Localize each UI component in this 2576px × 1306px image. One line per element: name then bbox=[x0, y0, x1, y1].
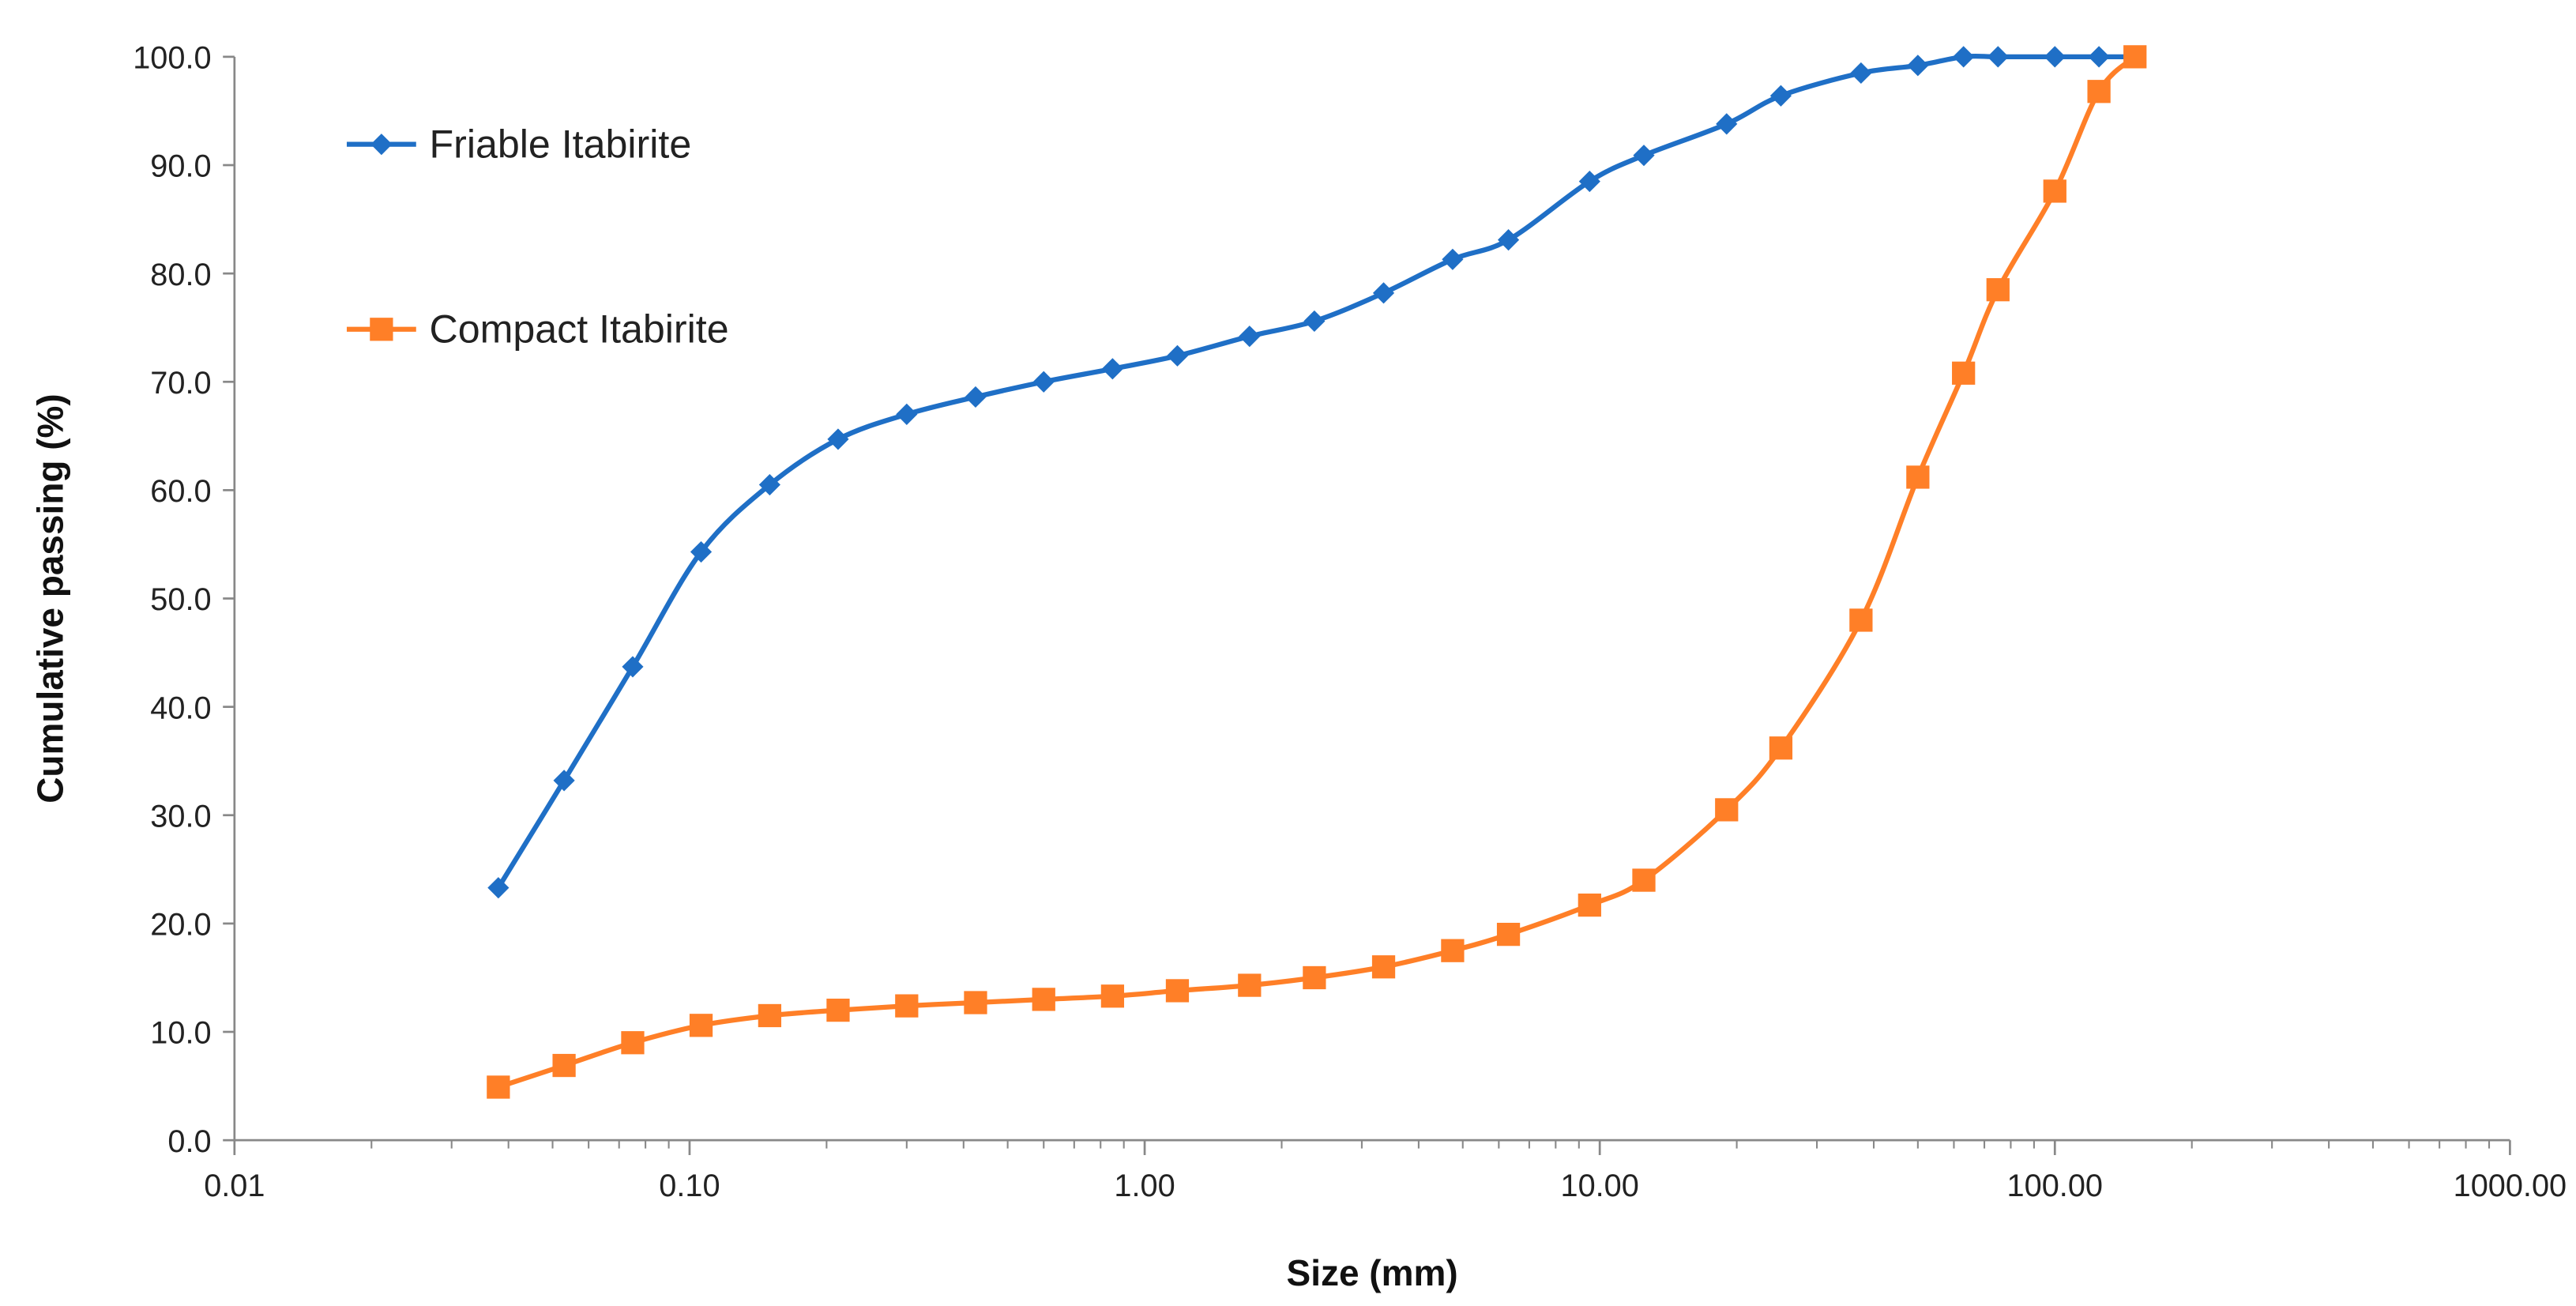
data-point-friable-itabirite bbox=[1633, 145, 1655, 167]
x-tick-label: 1.00 bbox=[1114, 1169, 1175, 1203]
data-point-compact-itabirite bbox=[1371, 955, 1396, 979]
data-point-compact-itabirite bbox=[487, 1075, 510, 1099]
data-point-compact-itabirite bbox=[1769, 736, 1793, 760]
data-point-compact-itabirite bbox=[2123, 45, 2147, 69]
x-tick-label: 0.01 bbox=[204, 1169, 265, 1203]
data-point-compact-itabirite bbox=[1986, 278, 2010, 302]
legend-label-compact: Compact Itabirite bbox=[429, 307, 728, 352]
data-point-compact-itabirite bbox=[1303, 965, 1326, 990]
data-point-friable-itabirite bbox=[1372, 282, 1395, 304]
data-point-compact-itabirite bbox=[552, 1053, 576, 1078]
legend: Friable Itabirite Compact Itabirite bbox=[346, 122, 729, 352]
axes: 0.010.020.030.040.050.060.070.080.090.01… bbox=[133, 41, 2567, 1204]
y-tick-label: 90.0 bbox=[150, 149, 211, 184]
data-point-friable-itabirite bbox=[622, 656, 644, 678]
data-point-compact-itabirite bbox=[1100, 984, 1125, 1008]
y-tick-label: 100.0 bbox=[133, 41, 211, 76]
data-point-compact-itabirite bbox=[1238, 973, 1262, 997]
data-point-friable-itabirite bbox=[2088, 46, 2110, 68]
data-point-friable-itabirite bbox=[1166, 344, 1189, 367]
series-group bbox=[487, 45, 2147, 1099]
data-point-friable-itabirite bbox=[1101, 358, 1123, 380]
data-point-compact-itabirite bbox=[1906, 465, 1930, 489]
x-axis-label: Size (mm) bbox=[1287, 1252, 1458, 1293]
data-point-compact-itabirite bbox=[1441, 939, 1465, 962]
data-point-friable-itabirite bbox=[1032, 371, 1055, 393]
legend-label-friable: Friable Itabirite bbox=[429, 122, 691, 166]
data-point-friable-itabirite bbox=[1987, 46, 2009, 68]
data-point-compact-itabirite bbox=[1952, 361, 1976, 385]
y-tick-label: 0.0 bbox=[167, 1124, 211, 1159]
legend-marker-compact bbox=[370, 318, 393, 341]
data-point-compact-itabirite bbox=[1032, 988, 1055, 1011]
data-point-compact-itabirite bbox=[1165, 979, 1190, 1003]
data-point-compact-itabirite bbox=[895, 994, 919, 1018]
x-tick-label: 1000.00 bbox=[2454, 1169, 2567, 1203]
data-point-friable-itabirite bbox=[1850, 62, 1872, 85]
data-point-compact-itabirite bbox=[1715, 798, 1739, 822]
data-point-compact-itabirite bbox=[1496, 922, 1521, 947]
y-tick-label: 20.0 bbox=[150, 908, 211, 943]
y-tick-label: 80.0 bbox=[150, 258, 211, 292]
y-tick-label: 30.0 bbox=[150, 799, 211, 834]
x-tick-label: 0.10 bbox=[659, 1169, 720, 1203]
x-tick-label: 10.00 bbox=[1560, 1169, 1638, 1203]
data-point-friable-itabirite bbox=[1239, 326, 1261, 348]
data-point-compact-itabirite bbox=[1632, 868, 1656, 892]
data-point-compact-itabirite bbox=[621, 1031, 645, 1055]
data-point-compact-itabirite bbox=[758, 1003, 782, 1028]
data-point-friable-itabirite bbox=[2044, 46, 2066, 68]
x-tick-label: 100.00 bbox=[2007, 1169, 2103, 1203]
y-tick-label: 70.0 bbox=[150, 366, 211, 401]
data-point-friable-itabirite bbox=[1442, 248, 1464, 270]
data-point-compact-itabirite bbox=[2087, 80, 2111, 104]
data-point-friable-itabirite bbox=[965, 386, 987, 408]
data-point-friable-itabirite bbox=[487, 877, 510, 899]
data-point-friable-itabirite bbox=[553, 770, 575, 792]
y-tick-label: 40.0 bbox=[150, 691, 211, 725]
y-tick-label: 50.0 bbox=[150, 582, 211, 617]
y-tick-label: 10.0 bbox=[150, 1016, 211, 1051]
y-tick-label: 60.0 bbox=[150, 474, 211, 509]
data-point-friable-itabirite bbox=[758, 473, 780, 496]
series-line-friable-itabirite bbox=[496, 53, 2135, 890]
data-point-compact-itabirite bbox=[689, 1014, 713, 1037]
data-point-friable-itabirite bbox=[1769, 85, 1792, 107]
series-line-compact-itabirite bbox=[497, 55, 2137, 1090]
data-point-compact-itabirite bbox=[1578, 893, 1601, 917]
data-point-friable-itabirite bbox=[690, 540, 713, 563]
data-point-compact-itabirite bbox=[2043, 179, 2066, 203]
data-point-friable-itabirite bbox=[896, 403, 918, 425]
data-point-friable-itabirite bbox=[1907, 55, 1929, 77]
data-point-compact-itabirite bbox=[964, 991, 987, 1014]
data-point-compact-itabirite bbox=[826, 998, 850, 1022]
data-point-friable-itabirite bbox=[1953, 46, 1975, 68]
data-point-friable-itabirite bbox=[1716, 113, 1738, 135]
legend-marker-friable bbox=[370, 134, 393, 156]
data-point-friable-itabirite bbox=[827, 428, 849, 450]
y-axis-label: Cumulative passing (%) bbox=[29, 393, 70, 804]
data-point-compact-itabirite bbox=[1849, 608, 1873, 632]
data-point-friable-itabirite bbox=[1303, 310, 1326, 333]
